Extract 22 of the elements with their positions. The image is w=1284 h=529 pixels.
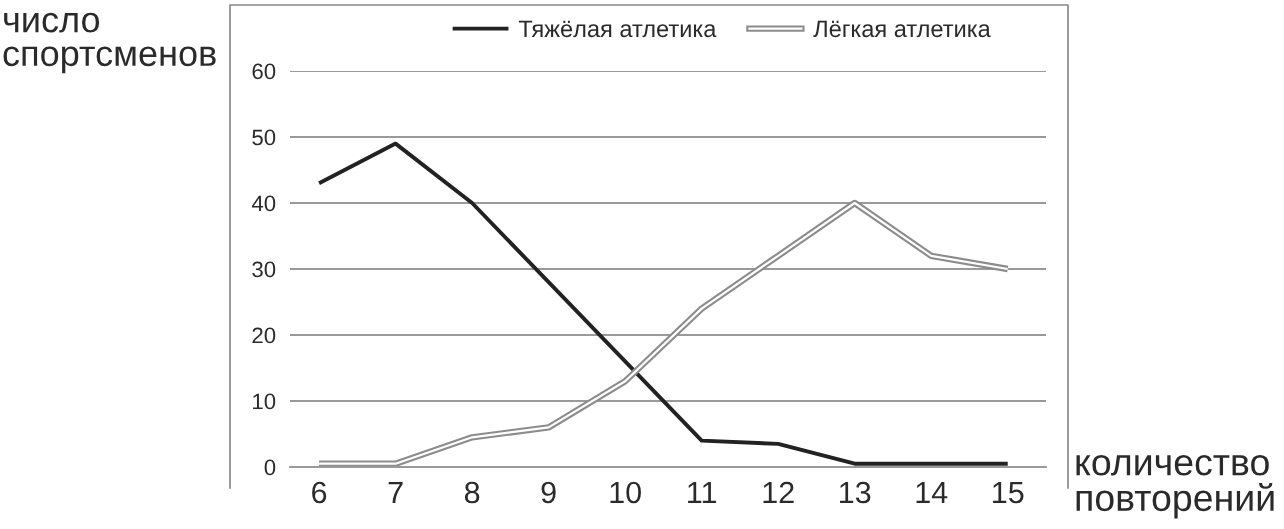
y-tick-label: 10	[253, 393, 276, 410]
x-tick-label: 8	[464, 481, 480, 504]
x-tick-label: 9	[541, 481, 556, 504]
x-axis-title: количество повторений	[1076, 455, 1274, 519]
y-axis-title: число спортсменов	[3, 12, 216, 74]
x-tick-label: 10	[610, 481, 641, 504]
x-tick-label: 11	[688, 482, 717, 504]
y-tick-label: 20	[252, 327, 276, 344]
y-tick-label: 0	[264, 459, 276, 476]
y-tick-label: 50	[252, 129, 276, 146]
legend-label: Тяжёлая атлетика	[518, 20, 717, 38]
x-tick-label: 12	[763, 481, 794, 504]
x-tick-label: 13	[840, 481, 871, 504]
y-tick-label: 30	[252, 261, 276, 278]
x-tick-label: 14	[916, 482, 948, 504]
legend-label: Лёгкая атлетика	[813, 20, 991, 38]
x-tick-label: 15	[993, 482, 1024, 504]
x-tick-label: 7	[388, 482, 403, 504]
y-tick-label: 60	[252, 63, 276, 80]
y-tick-label: 40	[251, 195, 276, 212]
x-tick-label: 6	[312, 481, 327, 504]
line-series	[317, 141, 1010, 466]
